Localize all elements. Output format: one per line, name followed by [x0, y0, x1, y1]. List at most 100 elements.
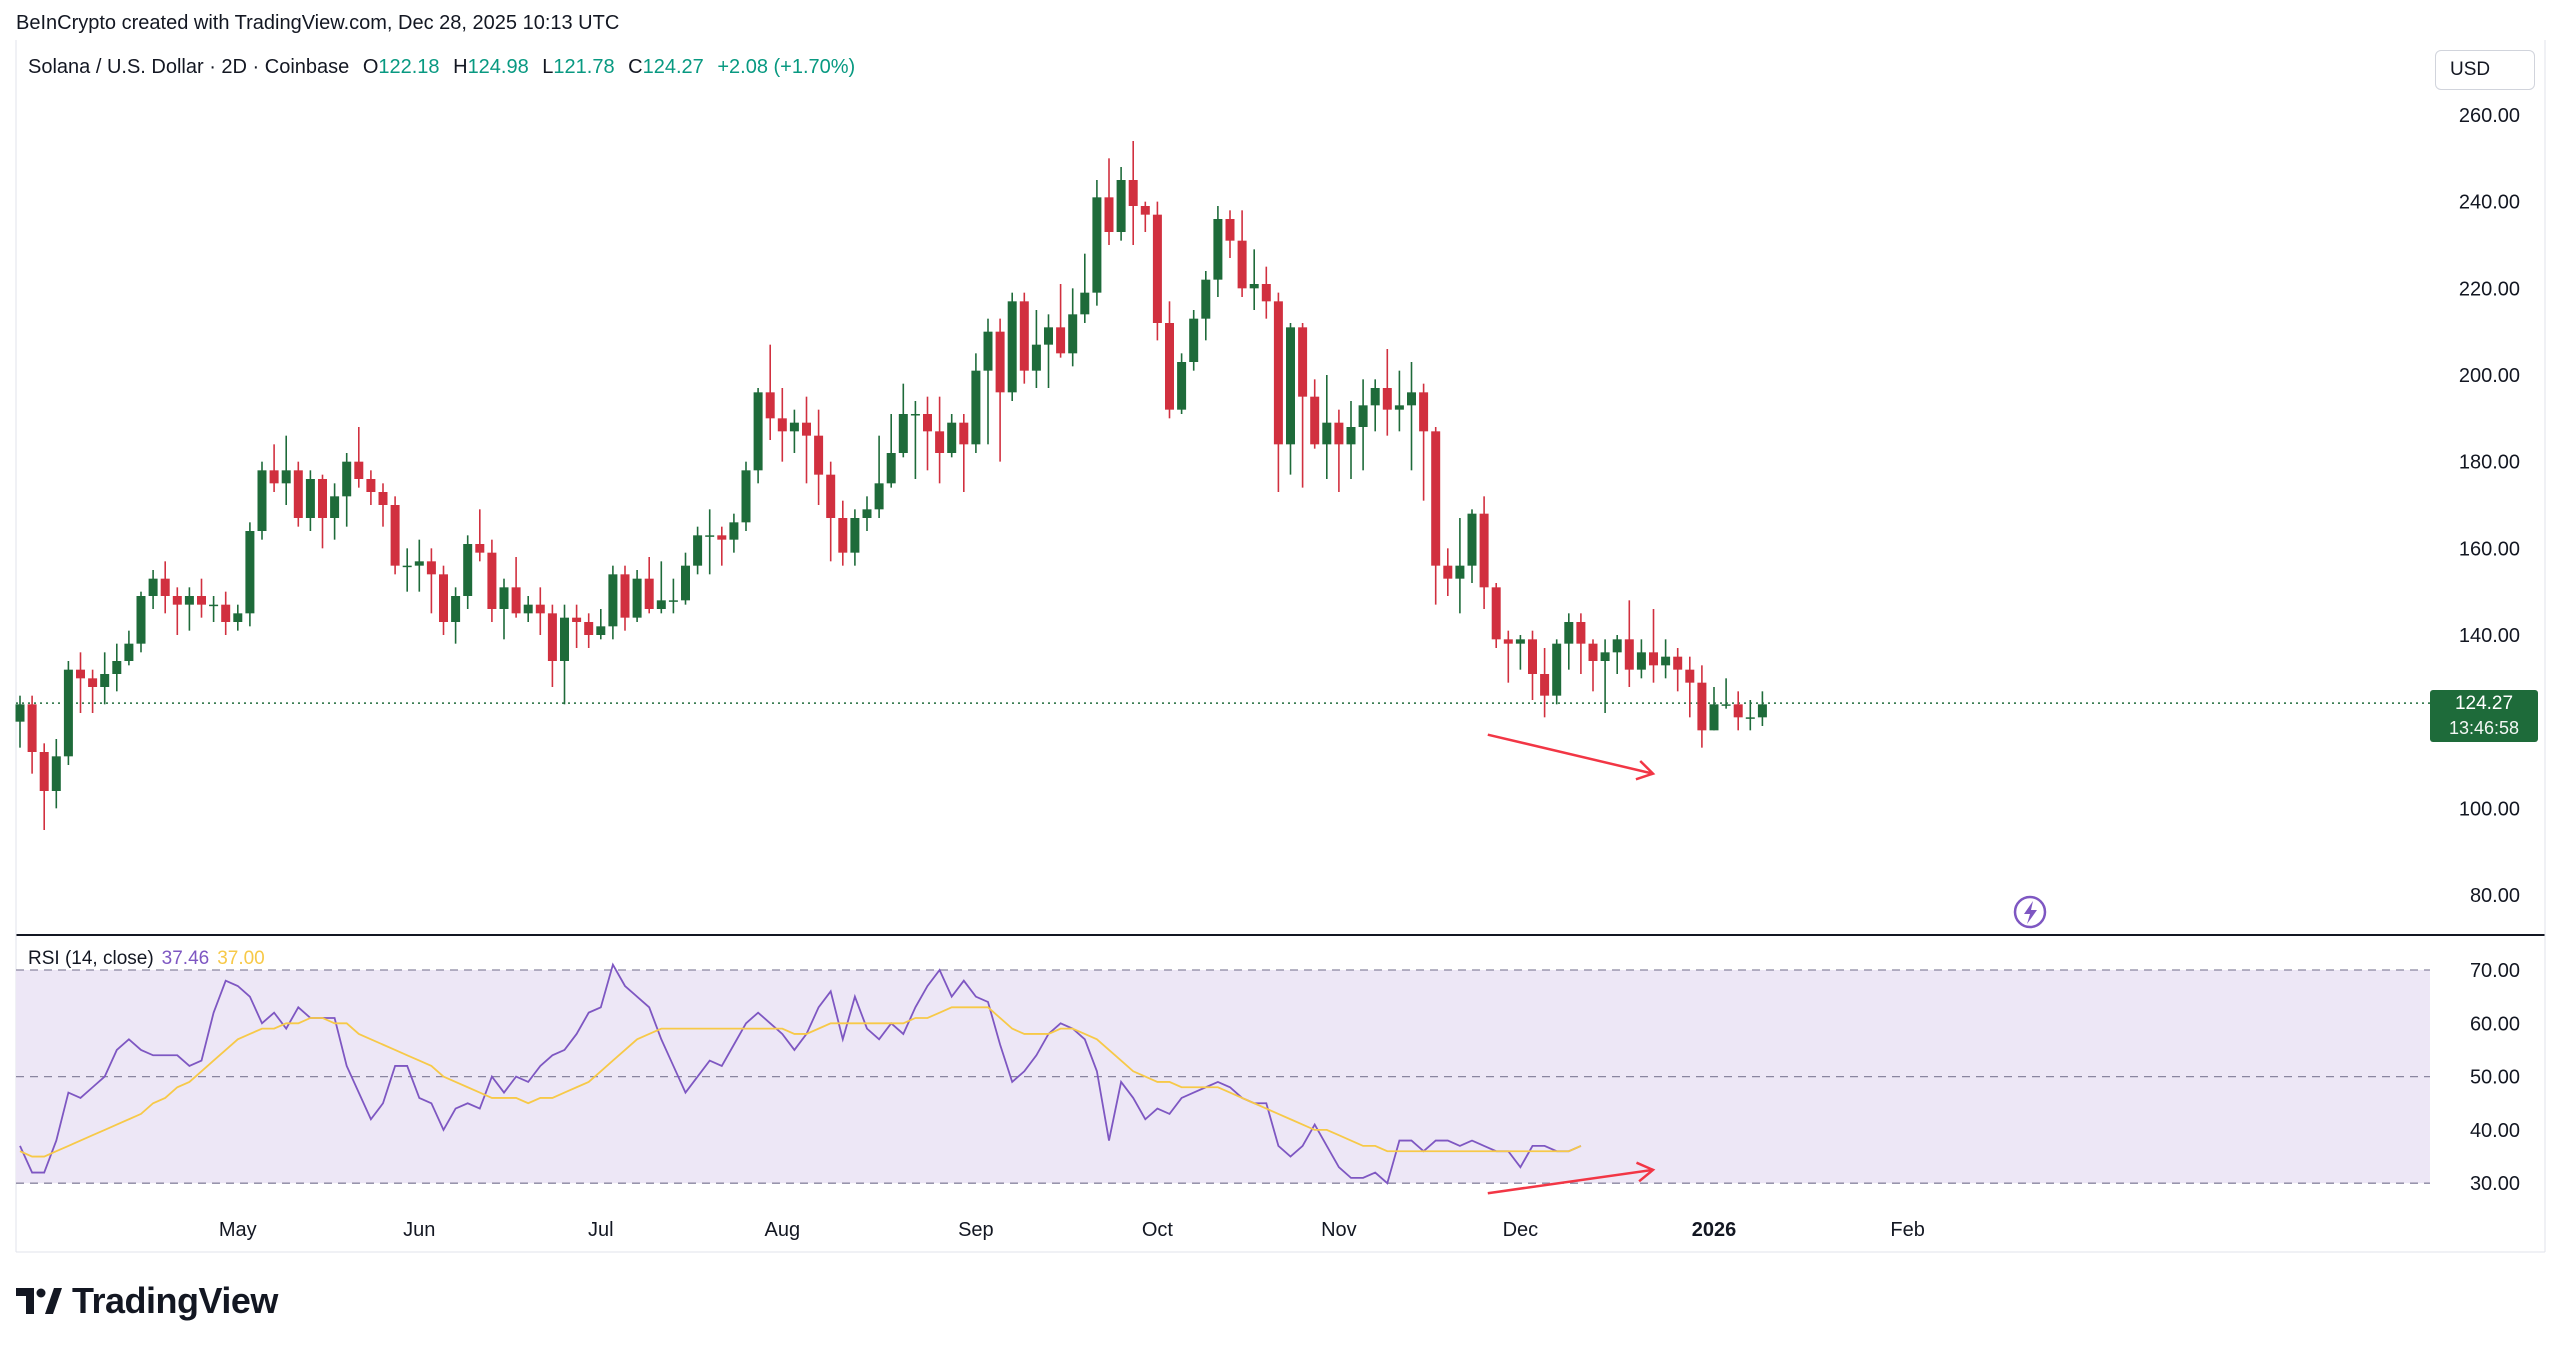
candle-body	[959, 422, 969, 445]
candle-body	[463, 544, 473, 596]
candle-body	[535, 604, 545, 614]
time-tick-label: Aug	[765, 1219, 801, 1241]
candle-body	[100, 674, 110, 687]
candle-body	[160, 578, 170, 596]
rsi-ma-line	[19, 1006, 1582, 1158]
candle-body	[1503, 639, 1513, 644]
candle-body	[1237, 240, 1247, 289]
currency-button[interactable]: USD	[2435, 50, 2535, 90]
candle-body	[1116, 180, 1126, 232]
candle-body	[354, 461, 364, 479]
time-tick-label: Jul	[588, 1219, 614, 1241]
candle-body	[148, 578, 158, 596]
price-tick-label: 160.00	[2459, 538, 2520, 560]
lightning-icon[interactable]	[2013, 895, 2047, 929]
last-price-value: 124.27	[2454, 693, 2514, 714]
candle-body	[802, 422, 811, 436]
candle-body	[1189, 318, 1199, 362]
candle-body	[1019, 301, 1029, 371]
candle-body	[1649, 652, 1658, 666]
tradingview-logo-icon	[16, 1288, 62, 1314]
candle-body	[1068, 314, 1078, 354]
candle-body	[342, 461, 352, 497]
candle-body	[76, 669, 85, 679]
candle-body	[935, 431, 945, 453]
candle-body	[426, 561, 436, 575]
candle-body	[1540, 674, 1550, 696]
candle-body	[1140, 206, 1150, 215]
bar-countdown: 13:46:58	[2448, 718, 2520, 738]
price-arrow-shaft	[1487, 733, 1654, 775]
price-tick-label: 100.00	[2459, 798, 2520, 820]
candle-body	[681, 565, 690, 601]
time-axis: May Jun Jul Aug Sep Oct Nov Dec 2026 Feb	[219, 1219, 1925, 1241]
candle-body	[1128, 180, 1138, 206]
candle-body	[1298, 327, 1308, 397]
low-label: L	[542, 56, 554, 78]
candle-body	[971, 370, 981, 445]
candle-body	[1673, 656, 1683, 670]
change-value: +2.08 (+1.70%)	[717, 56, 856, 78]
candle-body	[886, 453, 896, 484]
candle-body	[1225, 219, 1235, 241]
candle-body	[257, 470, 267, 531]
candle-body	[1600, 652, 1610, 661]
price-tick-label: 140.00	[2459, 625, 2520, 647]
candle-body	[1261, 284, 1271, 302]
candle-body	[1007, 301, 1017, 393]
candle-body	[584, 622, 594, 635]
candle-body	[233, 613, 243, 622]
candle-body	[608, 574, 618, 627]
candle-body	[1358, 405, 1368, 427]
candle-body	[1273, 301, 1283, 445]
rsi-title: RSI (14, close)	[28, 948, 154, 969]
candle-body	[1104, 197, 1114, 232]
candle-body	[523, 604, 533, 614]
candle-body	[1733, 704, 1743, 718]
candle-body	[1685, 669, 1695, 683]
candle-body	[1564, 622, 1574, 644]
attribution-text: BeInCrypto created with TradingView.com,…	[16, 12, 620, 34]
candle-body	[620, 574, 630, 618]
time-tick-label: Nov	[1321, 1219, 1357, 1241]
candlestick-series	[15, 141, 1767, 830]
price-divergence-arrow	[1487, 733, 1656, 781]
candle-body	[172, 596, 182, 605]
candle-body	[789, 422, 799, 432]
price-tick-label: 240.00	[2459, 192, 2520, 214]
candle-body	[281, 470, 291, 484]
candle-body	[1394, 405, 1404, 410]
candle-body	[402, 565, 412, 568]
candle-body	[366, 479, 376, 492]
candle-body	[1322, 422, 1332, 445]
open-value: 122.18	[378, 56, 440, 78]
candle-body	[1056, 327, 1066, 354]
candle-body	[923, 414, 932, 432]
candle-body	[1491, 587, 1501, 640]
time-tick-label: Oct	[1142, 1219, 1174, 1241]
candle-body	[560, 617, 569, 661]
candle-body	[293, 470, 303, 518]
tradingview-logo[interactable]: TradingView	[16, 1280, 278, 1322]
candle-body	[717, 535, 727, 540]
candle-body	[729, 522, 739, 540]
candle-body	[777, 418, 787, 432]
candle-body	[547, 613, 557, 661]
candle-body	[814, 435, 824, 475]
candle-body	[475, 544, 485, 553]
rsi-tick-label: 50.00	[2470, 1067, 2520, 1089]
price-tick-label: 80.00	[2470, 885, 2520, 907]
candle-body	[1419, 392, 1429, 432]
symbol-name[interactable]: Solana / U.S. Dollar · 2D · Coinbase	[28, 56, 350, 78]
candle-body	[947, 422, 957, 453]
candle-body	[693, 535, 703, 566]
candle-body	[1455, 565, 1465, 579]
time-tick-label: Jun	[403, 1219, 435, 1241]
candle-body	[1467, 513, 1477, 566]
candle-body	[15, 704, 25, 722]
candle-body	[318, 479, 327, 518]
low-value: 121.78	[553, 56, 615, 78]
candle-body	[414, 561, 424, 566]
candle-body	[862, 509, 872, 518]
